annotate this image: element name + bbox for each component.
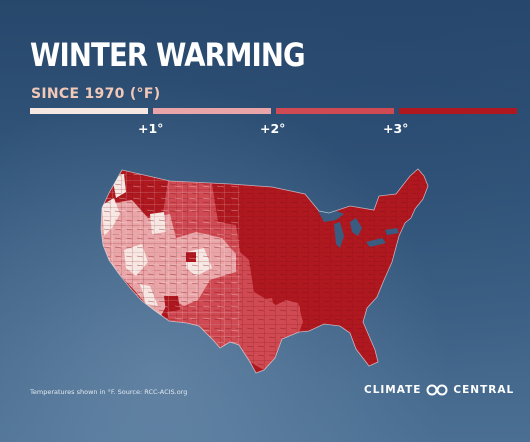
legend-bin-4 <box>399 108 517 114</box>
legend-label-3: +3° <box>383 121 409 136</box>
brand-logo: CLIMATE CENTRAL <box>364 384 514 396</box>
page-title: WINTER WARMING <box>30 36 306 74</box>
source-note: Temperatures shown in °F. Source: RCC-AC… <box>30 388 188 396</box>
legend-label-2: +2° <box>260 121 286 136</box>
legend-bin-1 <box>30 108 148 114</box>
brand-name-left: CLIMATE <box>364 384 422 396</box>
legend-label-1: +1° <box>138 121 164 136</box>
brand-name-right: CENTRAL <box>453 384 515 396</box>
page-subtitle: SINCE 1970 (°F) <box>31 86 161 102</box>
legend-bin-2 <box>153 108 271 114</box>
legend-bin-3 <box>276 108 394 114</box>
infinity-icon <box>426 384 448 396</box>
